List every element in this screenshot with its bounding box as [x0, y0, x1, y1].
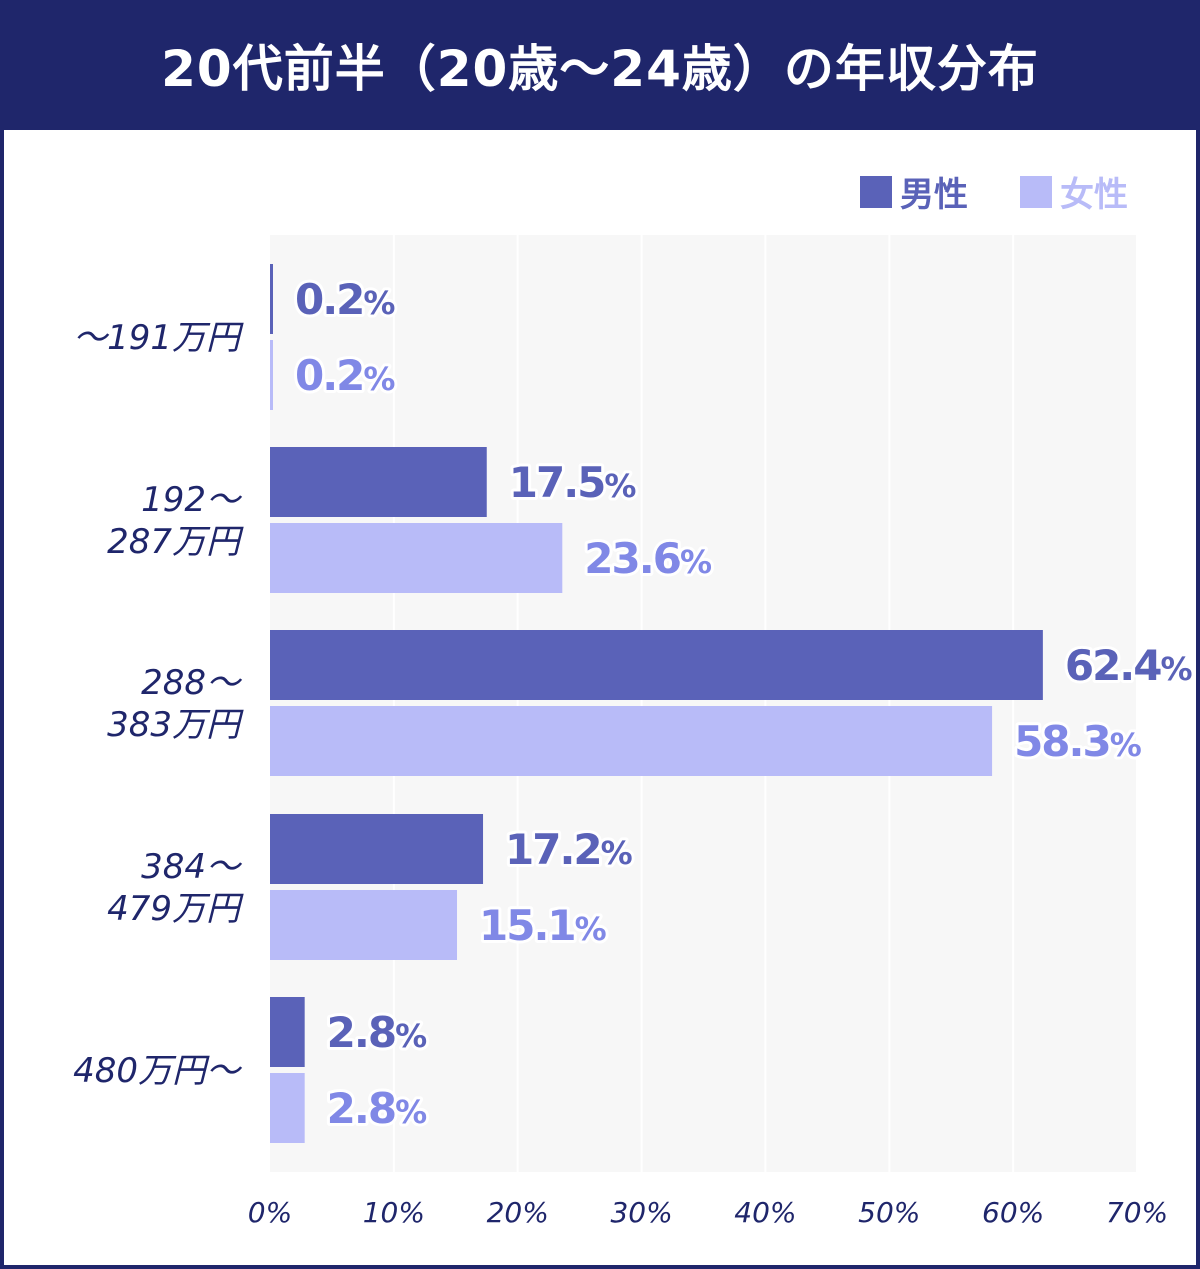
bar-female [270, 706, 993, 776]
legend-label-female: 女性 [1060, 175, 1128, 215]
bar-male [270, 630, 1043, 700]
value-label-male: 17.2% [505, 825, 633, 874]
x-tick-label: 30% [610, 1196, 672, 1229]
category-label: 479万円 [107, 889, 244, 929]
category-label: 288〜 [141, 663, 243, 703]
legend-swatch-male [860, 175, 892, 208]
bar-male [270, 814, 484, 884]
legend-swatch-female [1020, 175, 1052, 208]
category-label: 192〜 [141, 480, 243, 520]
bar-female [270, 523, 563, 593]
value-label-male: 62.4% [1065, 641, 1193, 690]
bar-male [270, 447, 487, 517]
value-label-male: 2.8% [327, 1008, 427, 1057]
x-tick-label: 20% [487, 1196, 549, 1229]
plot-area [270, 235, 1137, 1172]
category-label: 480万円〜 [73, 1051, 243, 1091]
legend-item-male: 男性 [860, 167, 968, 216]
bar-female [270, 340, 273, 410]
legend-item-female: 女性 [1020, 167, 1128, 216]
page-title: 20代前半（20歳〜24歳）の年収分布 [161, 40, 1039, 98]
category-label: 383万円 [107, 705, 244, 745]
category-label: 287万円 [107, 522, 244, 562]
x-tick-label: 40% [734, 1196, 796, 1229]
x-tick-label: 50% [858, 1196, 920, 1229]
category-label: 384〜 [141, 847, 243, 887]
bar-male [270, 997, 305, 1067]
x-tick-label: 70% [1106, 1196, 1168, 1229]
value-label-female: 23.6% [584, 534, 712, 583]
x-tick-label: 10% [363, 1196, 425, 1229]
x-tick-label: 60% [982, 1196, 1044, 1229]
value-label-female: 2.8% [327, 1084, 427, 1133]
chart-legend: 男性 女性 [860, 167, 1128, 216]
bar-female [270, 890, 458, 960]
legend-label-male: 男性 [900, 175, 968, 215]
bar-male [270, 264, 273, 334]
x-tick-label: 0% [248, 1196, 292, 1229]
category-label: 〜191万円 [73, 318, 244, 358]
value-label-male: 0.2% [295, 275, 395, 324]
bar-female [270, 1073, 305, 1143]
value-label-male: 17.5% [509, 458, 637, 507]
